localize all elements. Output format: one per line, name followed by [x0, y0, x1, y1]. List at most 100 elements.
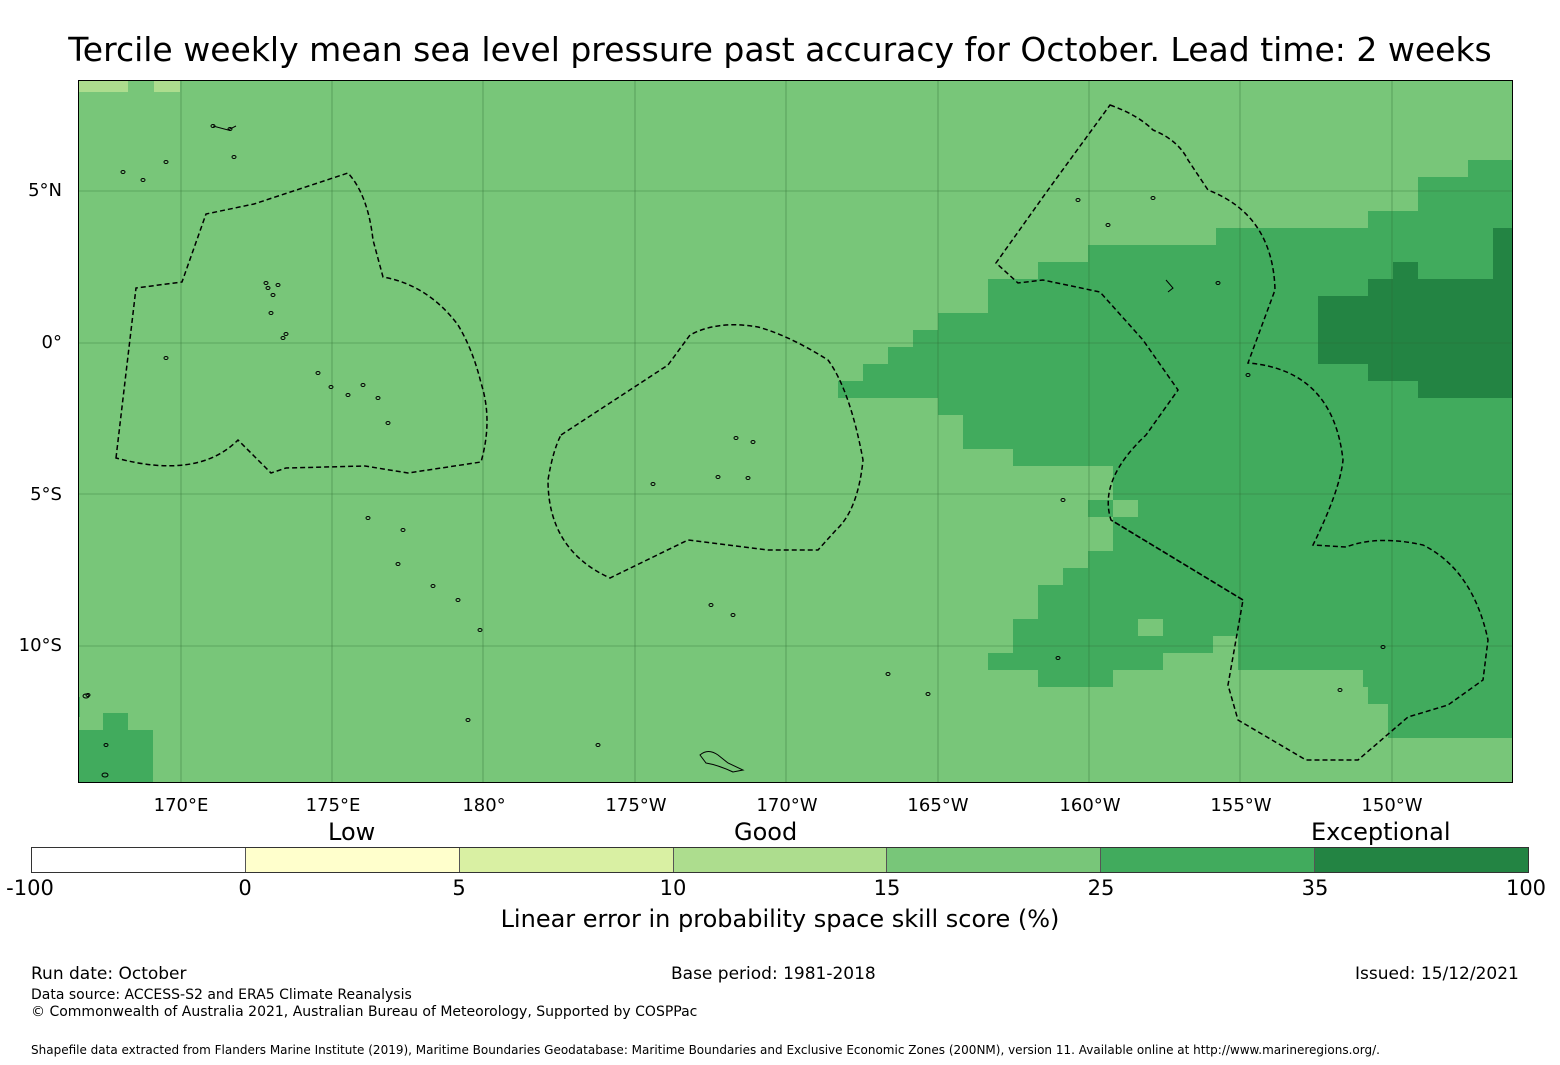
eez-boundaries — [115, 104, 1489, 761]
island-coastline — [101, 772, 109, 778]
lon-label-165w: 165°W — [907, 795, 969, 816]
lon-label-155w: 155°W — [1210, 795, 1272, 816]
skill-cell-high — [78, 697, 80, 717]
skill-cell-very-high — [1318, 313, 1513, 330]
skill-cell-very-high — [1368, 279, 1513, 296]
island-coastline — [140, 178, 146, 182]
data-source: Data source: ACCESS-S2 and ERA5 Climate … — [31, 987, 412, 1003]
skill-cell-high — [103, 713, 128, 730]
island-coastline — [163, 160, 169, 164]
island-coastline — [227, 127, 233, 131]
island-coastline — [400, 528, 406, 532]
island-coastline — [82, 693, 90, 699]
eez-boundary — [115, 172, 488, 474]
colorbar-segment — [459, 848, 674, 872]
legend-category-exceptional: Exceptional — [1311, 818, 1451, 846]
skill-cell-high — [1338, 670, 1513, 687]
map-title: Tercile weekly mean sea level pressure p… — [68, 30, 1492, 69]
island-coastline — [265, 286, 271, 290]
island-coastline — [103, 743, 109, 747]
skill-score-map — [78, 80, 1513, 783]
island-coastline — [275, 283, 281, 287]
graticule — [78, 80, 1513, 783]
island-coastline — [699, 751, 745, 773]
lat-label-5s: 5°S — [30, 484, 62, 505]
lon-label-160w: 160°W — [1059, 795, 1121, 816]
skill-cell-very-high — [1318, 330, 1513, 347]
lon-label-175e: 175°E — [305, 795, 361, 816]
island-coastline — [1215, 281, 1221, 285]
skill-cell-high — [1038, 585, 1513, 602]
colorbar-title: Linear error in probability space skill … — [500, 905, 1060, 933]
skill-cell-high — [963, 432, 1513, 449]
skill-cell-base — [1138, 619, 1163, 636]
island-coastline — [395, 562, 401, 566]
skill-cell-high — [1013, 636, 1513, 653]
island-coastline — [1337, 688, 1343, 692]
skill-cell-high — [938, 398, 1513, 415]
colorbar-segment — [245, 848, 460, 872]
island-coastline — [283, 332, 289, 336]
colorbar-tick: 15 — [873, 876, 901, 900]
skill-cell-very-high — [1393, 262, 1418, 279]
skill-cell-high — [78, 730, 153, 783]
island-coastline — [328, 385, 334, 389]
skill-cell-base — [1038, 194, 1063, 211]
skill-cell-high — [1113, 483, 1513, 500]
colorbar-segment — [673, 848, 888, 872]
island-coastline — [650, 482, 656, 486]
skill-cell-very-high — [1318, 296, 1513, 313]
lat-label-5n: 5°N — [28, 180, 62, 201]
eez-boundary — [547, 324, 864, 579]
skill-cell-high — [1013, 619, 1513, 636]
skill-cell-high — [1216, 228, 1513, 245]
island-coastline — [120, 170, 126, 174]
legend-category-low: Low — [328, 818, 376, 846]
colorbar — [31, 847, 1529, 873]
skill-cell-very-high — [1493, 228, 1513, 245]
island-coastline — [345, 393, 351, 397]
skill-cell-high — [1038, 670, 1113, 687]
island-coastline — [85, 693, 91, 697]
map-svg — [78, 80, 1513, 783]
skill-cell-very-high — [1368, 364, 1513, 381]
island-coastline — [745, 476, 751, 480]
skill-cell-high — [1418, 177, 1513, 194]
skill-cell-high — [1113, 534, 1513, 551]
colorbar-tick: 10 — [659, 876, 687, 900]
island-coastline — [163, 356, 169, 360]
island-coastline — [1060, 498, 1066, 502]
island-coastline — [708, 603, 714, 607]
island-coastline — [885, 672, 891, 676]
island-coastline — [595, 743, 601, 747]
island-coastline — [750, 440, 756, 444]
colorbar-segment — [1315, 848, 1529, 872]
skill-regions — [78, 80, 1513, 783]
skill-cell-base — [1113, 670, 1138, 687]
skill-cell-very-high — [1418, 381, 1513, 398]
skill-cell-high — [1113, 517, 1513, 534]
lon-label-170w: 170°W — [756, 795, 818, 816]
island-coastline — [210, 124, 216, 128]
legend-category-good: Good — [734, 818, 798, 846]
island-coastlines — [82, 124, 1386, 778]
island-coastline — [925, 692, 931, 696]
island-coastline — [212, 125, 237, 131]
island-coastline — [1055, 656, 1061, 660]
lat-label-10s: 10°S — [18, 635, 62, 656]
island-coastline — [268, 311, 274, 315]
lat-label-0: 0° — [41, 332, 62, 353]
island-coastline — [385, 421, 391, 425]
colorbar-tick: -100 — [6, 876, 54, 900]
skill-cell-high — [1063, 568, 1513, 585]
lon-label-150w: 150°W — [1361, 795, 1423, 816]
island-coastline — [715, 475, 721, 479]
skill-cell-high — [1113, 466, 1513, 483]
skill-cell-base — [1163, 194, 1188, 211]
colorbar-tick: 100 — [1505, 876, 1547, 900]
skill-cell-high — [1038, 262, 1513, 279]
skill-cell-high — [1238, 653, 1513, 670]
colorbar-segment — [887, 848, 1102, 872]
island-coastline — [455, 598, 461, 602]
skill-cell-high — [963, 415, 1513, 432]
